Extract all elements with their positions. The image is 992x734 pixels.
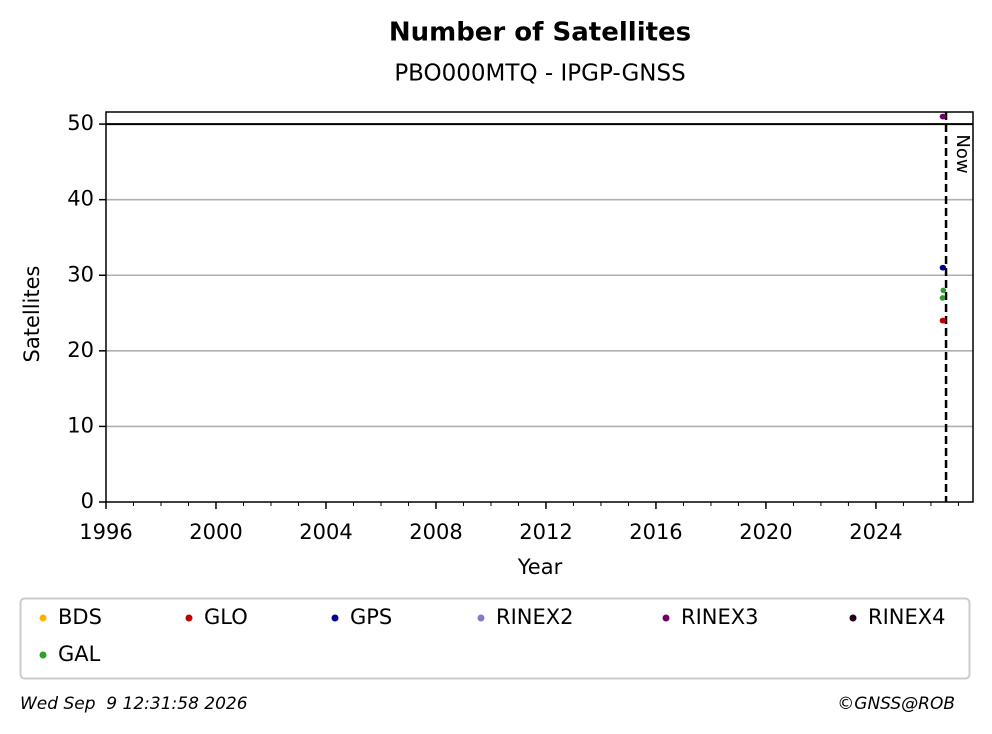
data-point xyxy=(940,317,947,324)
x-tick-label: 2004 xyxy=(299,520,352,544)
footer-credit: ©GNSS@ROB xyxy=(837,694,955,714)
data-point xyxy=(940,287,947,294)
y-tick-label: 10 xyxy=(67,413,94,437)
x-tick-label: 2024 xyxy=(849,520,902,544)
y-tick-label: 30 xyxy=(67,262,94,286)
data-point xyxy=(940,113,947,120)
x-axis-label: Year xyxy=(517,555,563,579)
y-axis-label: Satellites xyxy=(20,266,44,363)
data-point xyxy=(940,264,947,271)
legend-label: RINEX2 xyxy=(496,605,574,629)
legend-label: GPS xyxy=(350,605,392,629)
y-tick-label: 20 xyxy=(67,338,94,362)
legend-marker xyxy=(39,614,47,622)
chart-subtitle: PBO000MTQ - IPGP-GNSS xyxy=(394,61,685,87)
legend-marker xyxy=(331,614,339,622)
legend-label: RINEX4 xyxy=(868,605,946,629)
y-tick-label: 0 xyxy=(81,489,94,513)
y-tick-label: 40 xyxy=(67,187,94,211)
legend-label: GAL xyxy=(58,642,101,666)
legend-label: BDS xyxy=(58,605,102,629)
legend-label: RINEX3 xyxy=(681,605,759,629)
legend-marker xyxy=(662,614,670,622)
x-tick-label: 2016 xyxy=(629,520,682,544)
legend-marker xyxy=(849,614,857,622)
legend-box xyxy=(19,597,971,680)
x-tick-label: 2012 xyxy=(519,520,572,544)
legend-label: GLO xyxy=(204,605,248,629)
footer-date: Wed Sep 9 12:31:58 2026 xyxy=(20,694,248,714)
plot-frame xyxy=(105,111,974,503)
x-tick-label: 1996 xyxy=(79,520,132,544)
now-label: Now xyxy=(952,134,973,173)
x-tick-label: 2008 xyxy=(409,520,462,544)
legend-marker xyxy=(185,614,193,622)
x-tick-label: 2020 xyxy=(739,520,792,544)
x-tick-label: 2000 xyxy=(189,520,242,544)
y-tick-label: 50 xyxy=(67,111,94,135)
legend-marker xyxy=(477,614,485,622)
chart-title: Number of Satellites xyxy=(389,18,691,48)
legend-marker xyxy=(39,651,47,659)
data-point xyxy=(939,295,946,301)
